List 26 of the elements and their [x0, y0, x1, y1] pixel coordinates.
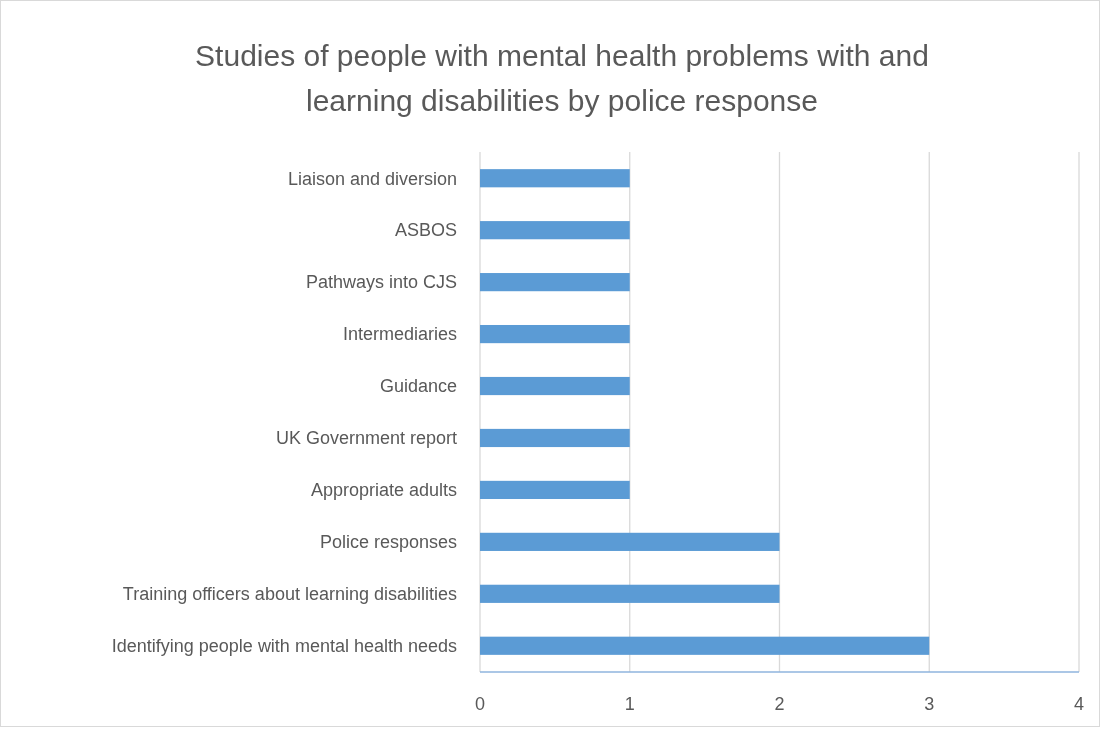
- y-tick-label: Intermediaries: [342, 324, 457, 345]
- y-tick-label: Identifying people with mental health needs: [111, 636, 457, 657]
- y-tick-label: Guidance: [379, 376, 457, 397]
- bar: [480, 273, 630, 292]
- bar: [480, 480, 630, 500]
- x-tick-label: 4: [1073, 694, 1085, 714]
- bar: [480, 376, 630, 396]
- bar: [480, 428, 630, 448]
- y-tick-label: Pathways into CJS: [305, 272, 457, 293]
- bar: [480, 221, 630, 240]
- chart-title: Studies of people with mental health problems with and learning disabilities by police response: [195, 39, 929, 117]
- y-tick-label: Police responses: [319, 532, 457, 553]
- bar: [480, 169, 630, 188]
- x-tick-label: 3: [924, 694, 935, 714]
- bar: [480, 324, 630, 344]
- bar: [480, 584, 780, 603]
- x-tick-label: 0: [474, 694, 486, 714]
- y-tick-label: UK Government report: [275, 428, 457, 449]
- y-tick-label: Appropriate adults: [310, 480, 457, 501]
- bar: [480, 532, 780, 551]
- y-tick-label: Liaison and diversion: [287, 168, 457, 189]
- y-tick-label: ASBOS: [394, 220, 457, 241]
- x-tick-label: 2: [774, 694, 785, 714]
- y-tick-label: Training officers about learning disabilities: [122, 584, 457, 605]
- x-tick-label: 1: [624, 694, 635, 714]
- bar: [480, 636, 930, 655]
